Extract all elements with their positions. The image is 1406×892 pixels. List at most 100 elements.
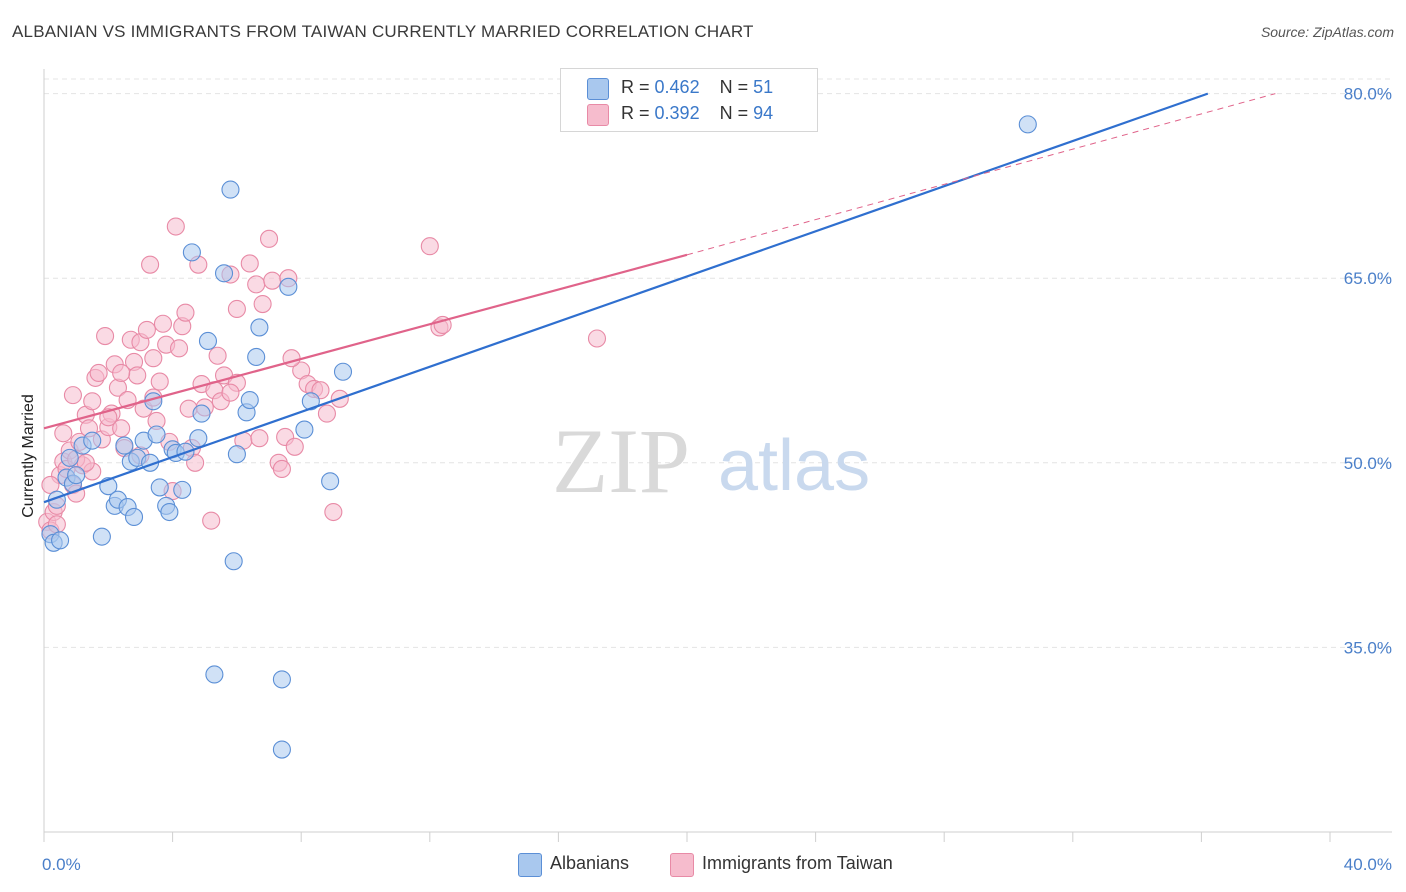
taiwan-point: [63, 386, 82, 405]
albanian-point: [160, 502, 179, 522]
albanian-point: [60, 448, 79, 467]
y-tick-label: 35.0%: [1344, 638, 1392, 657]
taiwan-point: [227, 299, 246, 319]
legend-n-value: 94: [753, 103, 774, 123]
legend-n-label: N =: [719, 103, 749, 123]
taiwan-point: [240, 254, 259, 273]
taiwan-point: [250, 429, 269, 448]
albanian-point: [124, 507, 144, 527]
taiwan-point: [247, 275, 266, 294]
taiwan-point: [208, 346, 227, 365]
legend-r-label: R =: [621, 77, 650, 97]
taiwan-trendline: [43, 253, 688, 430]
albanian-point: [205, 665, 224, 684]
y-tick-label: 80.0%: [1344, 85, 1392, 104]
taiwan-point: [324, 502, 343, 522]
grid: [44, 78, 1392, 648]
source-label: Source: ZipAtlas.com: [1260, 24, 1394, 40]
albanian-point: [247, 347, 266, 367]
taiwan-point: [272, 459, 291, 479]
taiwan-point: [112, 419, 131, 438]
albanian-point: [272, 670, 291, 689]
x-tick-labels: 0.0% 40.0%: [42, 855, 1392, 874]
y-tick-label: 65.0%: [1344, 269, 1392, 288]
albanian-trendline: [43, 92, 1209, 504]
taiwan-point: [285, 437, 304, 456]
taiwan-point: [96, 326, 115, 346]
albanian-point: [301, 392, 320, 411]
taiwan-point: [137, 320, 156, 339]
albanian-point: [173, 480, 192, 499]
legend-n-value: 51: [753, 77, 774, 97]
legend-r-label: R =: [621, 103, 650, 123]
taiwan-point: [420, 237, 439, 256]
taiwan-trendline-extension: [686, 93, 1276, 256]
watermark-atlas: atlas: [718, 426, 870, 506]
y-tick-labels: 35.0% 50.0% 65.0% 80.0%: [1344, 85, 1392, 658]
trendlines: [43, 92, 1276, 504]
legend-label-taiwan: Immigrants from Taiwan: [702, 853, 893, 873]
legend-r-value: 0.392: [654, 103, 700, 123]
taiwan-point: [128, 366, 147, 385]
taiwan-point: [176, 303, 195, 322]
taiwan-point: [253, 295, 272, 314]
taiwan-point: [317, 404, 336, 423]
legend-r-value: 0.462: [654, 77, 700, 97]
taiwan-point: [169, 339, 189, 358]
legend-swatch-pink: [670, 853, 694, 877]
albanian-point: [147, 425, 166, 444]
albanian-point: [279, 277, 298, 296]
albanian-point: [272, 740, 291, 759]
albanian-point: [51, 531, 70, 550]
albanian-point: [189, 429, 208, 448]
taiwan-point: [150, 372, 169, 391]
albanian-point: [240, 390, 259, 410]
taiwan-point: [587, 329, 607, 348]
x-tick-label: 40.0%: [1344, 855, 1392, 874]
albanian-point: [333, 362, 353, 381]
albanian-point: [214, 264, 234, 283]
taiwan-point: [144, 349, 163, 368]
albanian-point: [224, 552, 243, 571]
albanian-point: [295, 420, 314, 439]
taiwan-point: [166, 217, 185, 236]
watermark-zip: ZIP: [552, 410, 690, 512]
legend-swatch-pink: [587, 104, 609, 126]
y-axis-label: Currently Married: [20, 394, 37, 518]
y-tick-label: 50.0%: [1344, 454, 1392, 473]
albanian-point: [250, 318, 269, 337]
albanian-point: [198, 331, 218, 351]
axes: [43, 69, 1392, 833]
albanian-point: [221, 180, 240, 199]
albanian-point: [150, 478, 169, 497]
taiwan-point: [89, 363, 108, 383]
watermark: ZIP atlas: [552, 410, 870, 512]
legend-box: R = 0.462 N = 51 R = 0.392 N = 94: [560, 68, 818, 132]
taiwan-point: [112, 363, 131, 383]
legend-swatch-blue: [587, 78, 609, 100]
x-tick-label: 0.0%: [42, 855, 81, 874]
bottom-legend: Albanians Immigrants from Taiwan: [0, 852, 1406, 877]
albanian-point: [192, 404, 211, 423]
taiwan-point: [202, 511, 221, 530]
albanian-point: [182, 243, 201, 262]
chart-title: ALBANIAN VS IMMIGRANTS FROM TAIWAN CURRE…: [12, 22, 754, 41]
albanian-points: [41, 115, 1037, 759]
taiwan-point: [141, 255, 160, 274]
albanian-point: [227, 445, 246, 464]
albanian-point: [1018, 115, 1037, 134]
taiwan-point: [221, 383, 240, 402]
legend-label-albanians: Albanians: [550, 853, 630, 873]
albanian-point: [92, 527, 111, 546]
taiwan-point: [54, 424, 73, 443]
legend-swatch-blue: [518, 853, 542, 877]
albanian-point: [67, 466, 86, 485]
taiwan-point: [153, 314, 173, 333]
x-tick-marks: [43, 832, 1331, 842]
albanian-point: [115, 436, 134, 455]
legend-n-label: N =: [719, 77, 749, 97]
taiwan-point: [83, 392, 102, 411]
albanian-point: [321, 472, 340, 491]
albanian-point: [83, 431, 102, 450]
